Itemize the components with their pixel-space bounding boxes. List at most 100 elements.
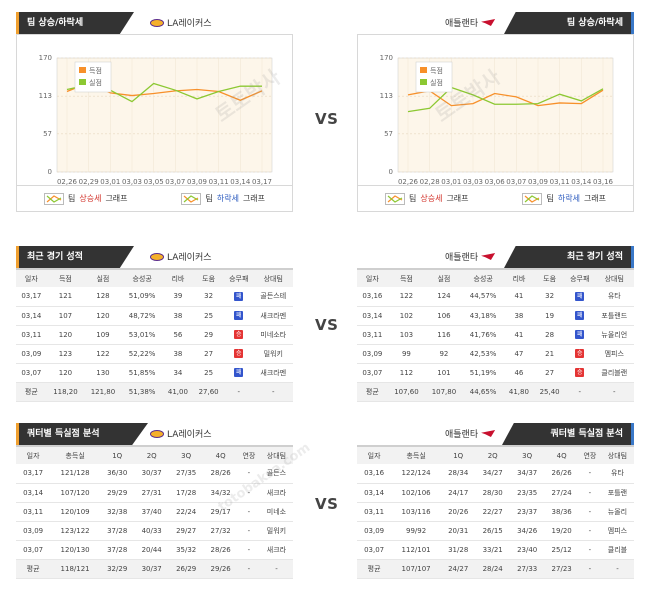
column-header: 4Q [203,445,238,464]
team-name-right: 애틀랜타 [445,427,496,440]
table-cell: 골든스테 [253,287,293,307]
table-cell: 23/35 [509,483,545,503]
average-row: 평균 107,60 107,80 44,65% 41,80 25,40- - [357,382,634,402]
left-quarter-panel: 쿼터별 득실점 분석 LA레이커스 일자 총득실 1Q 2Q 3Q 4Q 연장 상대팀 03,… [16,423,293,579]
table-cell: - [578,540,601,560]
table-cell: - [259,559,293,579]
table-cell: 107/120 [50,483,100,503]
table-cell: 99/92 [391,521,441,541]
table-cell: - [237,540,260,560]
table-cell: 패 [223,287,254,307]
column-header: 총득실 [391,445,441,464]
table-cell: 51,38% [121,382,163,402]
table-cell: 평균 [357,382,388,402]
table-cell: - [237,483,260,503]
table-row: 03,07 112/101 31/28 33/21 23/40 25/12- 클리블 [357,540,634,560]
table-row: 03,16 122/124 28/34 34/27 34/37 26/26- 유타 [357,464,634,484]
result-badge: 승 [575,349,585,358]
column-header: 승성공 [462,268,504,287]
table-cell: 120/130 [50,540,100,560]
table-cell: 03,11 [16,325,47,345]
table-cell: 새크라 [259,540,293,560]
result-badge: 승 [575,368,585,377]
table-cell: 34/37 [509,464,545,484]
table-cell: 112/101 [391,540,441,560]
x-tick-label: 03,09 [528,178,548,186]
table-cell: 클리블 [600,540,634,560]
column-header: 리바 [503,268,535,287]
team-name-left: LA레이커스 [150,16,212,29]
table-cell: 122/124 [391,464,441,484]
table-cell: 밀워키 [253,344,293,364]
table-cell: 29/29 [99,483,135,503]
table-cell: 124 [425,287,463,307]
table-cell: 27/23 [544,559,579,579]
table-cell: 21 [534,344,565,364]
table-cell: 28/24 [475,559,510,579]
table-cell: 03,14 [16,306,47,326]
table-cell: 멤피스 [600,521,634,541]
table-cell: 44,57% [462,287,504,307]
table-cell: 121/128 [50,464,100,484]
column-header: 실점 [425,268,463,287]
table-cell: 38 [162,306,194,326]
table-cell: 121,80 [84,382,122,402]
table-cell: 27/33 [509,559,545,579]
right-recent-panel: 애틀랜타 최근 경기 성적 일자 득점 실점 승성공 리바 도움 승무패 상대팀 03,16 1… [357,246,634,402]
column-header: 일자 [16,445,51,464]
column-header: 2Q [475,445,510,464]
column-header: 실점 [84,268,122,287]
table-cell: - [578,521,601,541]
column-header: 일자 [16,268,47,287]
table-cell: 26/29 [168,559,204,579]
table-cell: 32/38 [99,502,135,522]
x-tick-label: 03,14 [230,178,251,186]
y-tick-label: 57 [384,130,393,138]
table-cell: 130 [84,363,122,383]
table-cell: 03,17 [16,287,47,307]
table-cell: 17/28 [168,483,204,503]
column-header: 도움 [534,268,565,287]
table-cell: 27/32 [203,521,238,541]
table-cell: 19 [534,306,565,326]
table-cell: 41,00 [162,382,194,402]
table-cell: 118,20 [46,382,85,402]
team-name-left: LA레이커스 [150,427,212,440]
table-cell: 101 [425,363,463,383]
table-cell: 112 [387,363,426,383]
table-cell: - [594,382,634,402]
left-trend-panel: 팀 상승/하락세 LA레이커스 0 57 113 170 02,26 02,29 03,01… [16,12,293,212]
table-cell: 승 [223,344,254,364]
x-tick-label: 03,11 [209,178,229,186]
table-cell: 새크라멘 [253,306,293,326]
table-cell: 103 [387,325,426,345]
x-tick-label: 03,06 [485,178,506,186]
table-cell: 37/40 [134,502,169,522]
table-row: 03,09 123/122 37/28 40/33 29/27 27/32- 밀워키 [16,521,293,541]
team-name-right: 애틀랜타 [445,16,496,29]
column-header: 총득실 [50,445,100,464]
table-cell: 36/30 [99,464,135,484]
table-cell: 41,76% [462,325,504,345]
table-cell: - [237,502,260,522]
column-header: 상대팀 [253,268,293,287]
column-header: 득점 [46,268,85,287]
table-cell: 121 [46,287,85,307]
legend-label: 득점 [430,67,443,75]
table-cell: 새크라 [259,483,293,503]
table-cell: 포틀랜 [600,483,634,503]
legend-swatch [79,79,86,85]
table-cell: 03,14 [357,306,388,326]
table-cell: 20/26 [440,502,476,522]
table-cell: 120 [46,363,85,383]
table-cell: 유타 [594,287,634,307]
section-title: 쿼터별 득실점 분석 [16,423,148,445]
table-cell: 03,07 [16,540,51,560]
table-cell: 03,09 [357,521,392,541]
table-cell: 33/21 [475,540,510,560]
table-cell: 37/28 [99,540,135,560]
table-cell: - [600,559,634,579]
table-cell: - [578,502,601,522]
table-cell: 평균 [16,382,47,402]
table-cell: 48,72% [121,306,163,326]
